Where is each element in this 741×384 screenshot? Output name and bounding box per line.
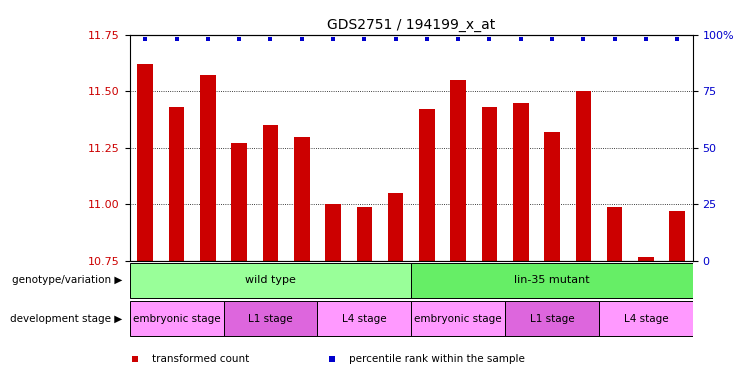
Bar — [451, 80, 466, 261]
Text: embryonic stage: embryonic stage — [133, 314, 220, 324]
Bar — [325, 204, 341, 261]
Text: development stage ▶: development stage ▶ — [10, 314, 122, 324]
Bar — [262, 125, 279, 261]
Bar — [169, 107, 185, 261]
Bar — [419, 109, 435, 261]
Bar — [317, 301, 411, 336]
Bar — [505, 301, 599, 336]
Text: genotype/variation ▶: genotype/variation ▶ — [12, 275, 122, 285]
Bar — [544, 132, 560, 261]
Bar — [200, 75, 216, 261]
Bar — [607, 207, 622, 261]
Bar — [411, 301, 505, 336]
Bar — [482, 107, 497, 261]
Text: transformed count: transformed count — [152, 354, 250, 364]
Bar — [411, 263, 693, 298]
Bar — [294, 136, 310, 261]
Bar — [388, 193, 403, 261]
Text: L1 stage: L1 stage — [530, 314, 574, 324]
Text: L4 stage: L4 stage — [624, 314, 668, 324]
Bar — [638, 257, 654, 261]
Bar — [356, 207, 372, 261]
Text: L4 stage: L4 stage — [342, 314, 387, 324]
Text: percentile rank within the sample: percentile rank within the sample — [349, 354, 525, 364]
Bar — [130, 263, 411, 298]
Text: wild type: wild type — [245, 275, 296, 285]
Bar — [224, 301, 317, 336]
Bar — [513, 103, 528, 261]
Title: GDS2751 / 194199_x_at: GDS2751 / 194199_x_at — [327, 18, 496, 32]
Text: lin-35 mutant: lin-35 mutant — [514, 275, 590, 285]
Text: embryonic stage: embryonic stage — [414, 314, 502, 324]
Bar — [669, 211, 685, 261]
Bar — [130, 301, 224, 336]
Text: L1 stage: L1 stage — [248, 314, 293, 324]
Bar — [599, 301, 693, 336]
Bar — [138, 64, 153, 261]
Bar — [231, 143, 247, 261]
Bar — [576, 91, 591, 261]
